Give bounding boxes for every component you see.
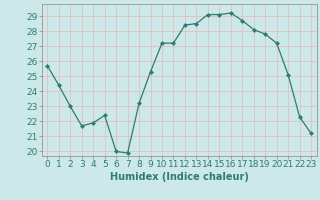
X-axis label: Humidex (Indice chaleur): Humidex (Indice chaleur) bbox=[110, 172, 249, 182]
